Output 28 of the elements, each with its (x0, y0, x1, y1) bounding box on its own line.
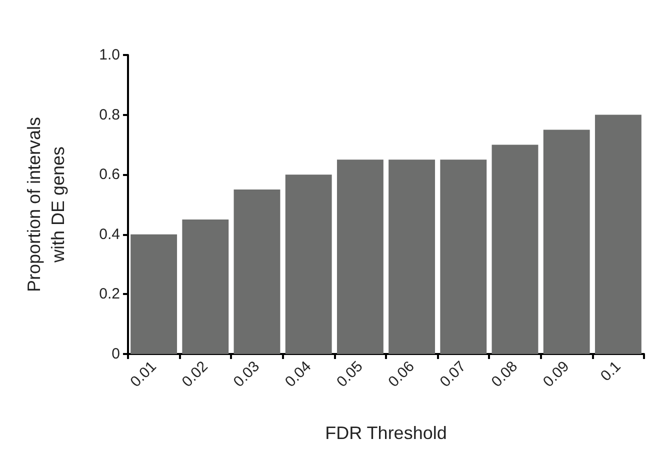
y-tick-label: 0.4 (99, 226, 120, 243)
bar (440, 160, 487, 354)
y-tick-label: 0.6 (99, 166, 120, 184)
bar (388, 160, 436, 354)
y-axis-title: Proportion of intervals with DE genes (24, 116, 68, 292)
x-tick-label: 0.04 (282, 358, 315, 391)
y-tick-label: 1.0 (99, 46, 120, 64)
y-tick-label: 0.2 (99, 286, 120, 303)
y-tick-label: 0 (112, 346, 120, 362)
bar (336, 160, 384, 354)
x-tick-label: 0.02 (178, 358, 212, 391)
bar (594, 114, 642, 354)
bar (234, 190, 280, 354)
bar (182, 219, 229, 354)
y-tick-label: 0.8 (99, 106, 120, 124)
x-tick-label: 0.07 (436, 358, 470, 391)
x-tick-label: 0.03 (230, 358, 264, 391)
x-tick-label: 0.1 (597, 358, 624, 385)
x-tick-label: 0.09 (540, 358, 573, 391)
bar (543, 130, 590, 354)
bar (285, 174, 332, 354)
x-tick-label: 0.08 (488, 358, 522, 391)
x-tick-label: 0.06 (385, 358, 418, 391)
x-tick-label: 0.05 (334, 358, 366, 391)
x-tick-label: 0.01 (127, 358, 160, 391)
bar (492, 144, 538, 354)
x-axis-title: FDR Threshold (325, 423, 447, 443)
bar (130, 234, 178, 354)
